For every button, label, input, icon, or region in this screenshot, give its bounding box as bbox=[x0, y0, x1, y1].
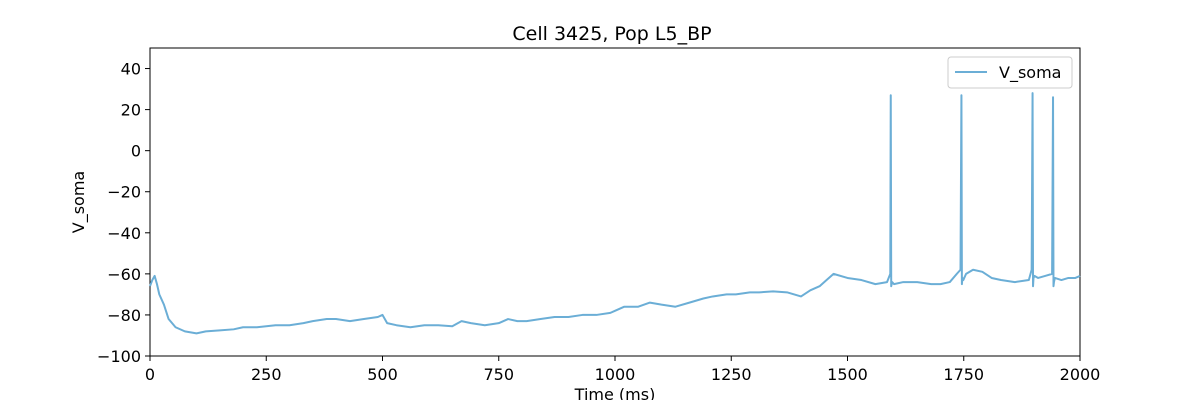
legend: V_soma bbox=[947, 56, 1073, 89]
y-tick-label: 40 bbox=[121, 60, 141, 79]
y-tick-label: 20 bbox=[121, 101, 141, 120]
x-axis-label: Time (ms) bbox=[574, 385, 656, 400]
x-tick-label: 250 bbox=[251, 365, 282, 384]
chart-title: Cell 3425, Pop L5_BP bbox=[512, 23, 711, 45]
x-tick-label: 750 bbox=[483, 365, 514, 384]
y-tick-label: −100 bbox=[97, 347, 141, 366]
legend-box bbox=[947, 56, 1073, 89]
series-line-v-soma bbox=[149, 92, 1081, 335]
x-tick-label: 1500 bbox=[827, 365, 868, 384]
x-tick-label: 1250 bbox=[711, 365, 752, 384]
x-tick-label: 500 bbox=[367, 365, 398, 384]
y-tick-label: −80 bbox=[107, 306, 141, 325]
x-tick-label: 0 bbox=[145, 365, 155, 384]
x-tick-label: 2000 bbox=[1060, 365, 1101, 384]
x-tick-label: 1000 bbox=[595, 365, 636, 384]
y-axis-label: V_soma bbox=[69, 171, 89, 233]
y-tick-label: −60 bbox=[107, 265, 141, 284]
y-axis: −100 −80 −60 −40 −20 0 20 40 bbox=[97, 60, 150, 366]
x-tick-label: 1750 bbox=[943, 365, 984, 384]
x-axis: 0 250 500 750 1000 1250 1500 1750 2000 bbox=[145, 356, 1100, 384]
y-tick-label: −20 bbox=[107, 183, 141, 202]
legend-label: V_soma bbox=[999, 63, 1061, 83]
y-tick-label: −40 bbox=[107, 224, 141, 243]
y-tick-label: 0 bbox=[131, 142, 141, 161]
series-layer bbox=[149, 92, 1081, 335]
